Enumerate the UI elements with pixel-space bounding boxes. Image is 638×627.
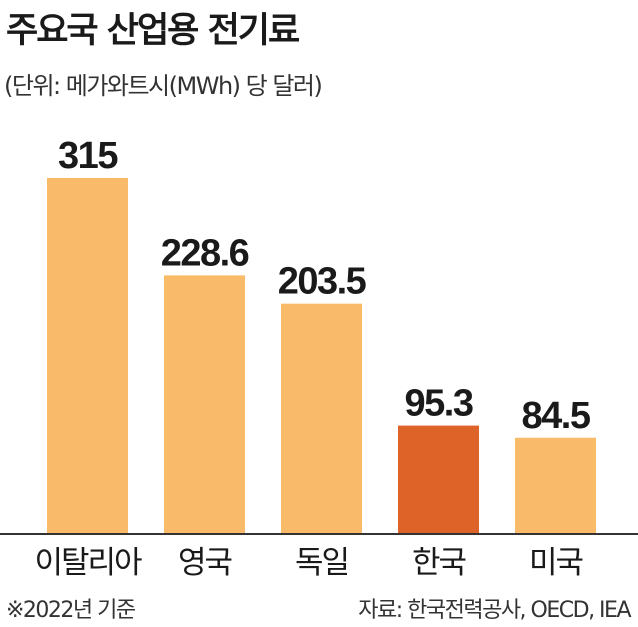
category-label-2: 독일: [295, 545, 348, 581]
value-label-1: 228.6: [161, 232, 249, 274]
chart-title: 주요국 산업용 전기료: [6, 11, 300, 51]
source-note: 자료: 한국전력공사, OECD, IEA: [358, 598, 631, 623]
value-label-2: 203.5: [278, 261, 367, 303]
category-label-4: 미국: [529, 545, 583, 581]
value-label-3: 95.3: [405, 383, 473, 425]
bar-2: [281, 303, 362, 533]
category-label-1: 영국: [178, 545, 232, 581]
value-label-0: 315: [58, 135, 118, 177]
bar-3: [398, 425, 479, 533]
value-label-4: 84.5: [522, 395, 591, 437]
bar-0: [47, 178, 128, 533]
bars-group: [47, 178, 596, 533]
bar-1: [164, 275, 245, 533]
chart-subtitle: (단위: 메가와트시(MWh) 당 달러): [4, 72, 323, 100]
category-label-0: 이탈리아: [34, 545, 142, 581]
category-label-3: 한국: [412, 545, 466, 581]
category-labels-group: 이탈리아 영국 독일 한국 미국: [34, 545, 584, 581]
footnote: ※2022년 기준: [6, 598, 136, 623]
bar-4: [515, 437, 596, 533]
value-labels-group: 315 228.6 203.5 95.3 84.5: [58, 135, 592, 437]
